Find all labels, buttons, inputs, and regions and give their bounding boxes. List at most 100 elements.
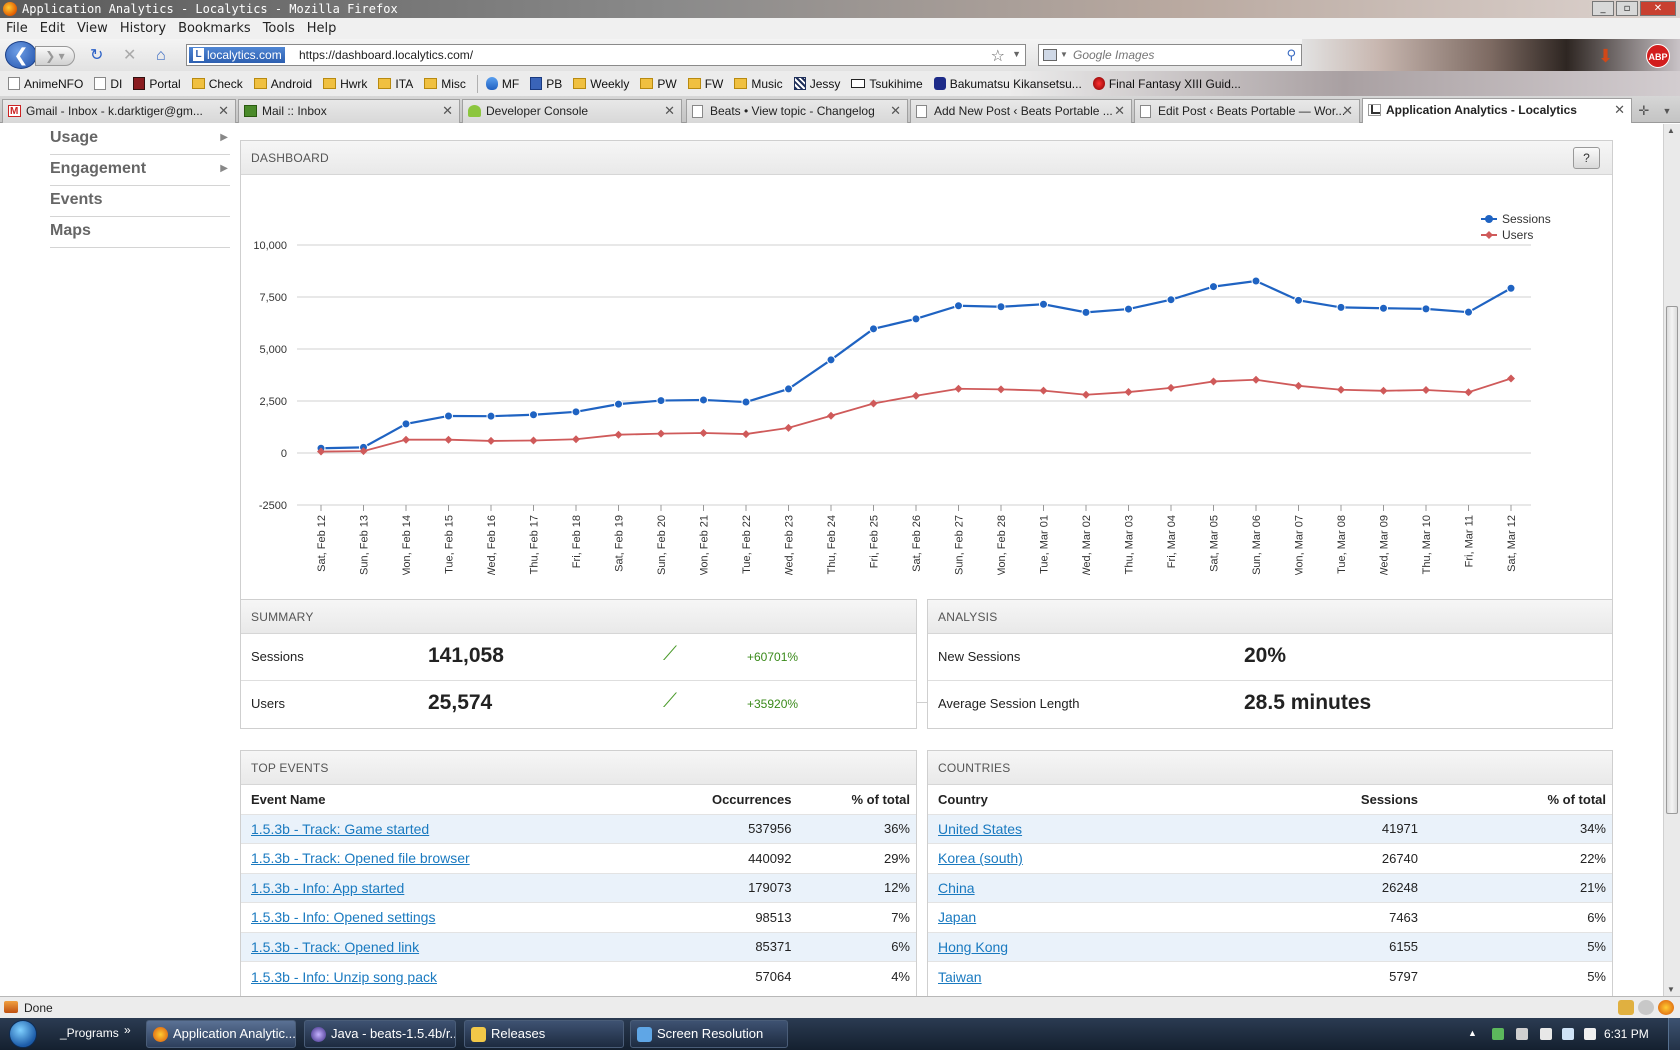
data-point-users[interactable] [1039, 386, 1048, 395]
data-point-users[interactable] [742, 430, 750, 439]
bookmark-item[interactable]: Weekly [573, 77, 629, 91]
scroll-down-icon[interactable]: ▼ [1667, 985, 1675, 994]
data-point-sessions[interactable] [911, 314, 921, 324]
row-link[interactable]: 1.5.3b - Track: Opened file browser [251, 850, 470, 867]
minimize-button[interactable]: _ [1592, 1, 1614, 16]
row-link[interactable]: United States [938, 820, 1023, 837]
data-point-sessions[interactable] [1506, 283, 1516, 293]
row-link[interactable]: 1.5.3b - Info: App started [251, 879, 405, 896]
tab-6[interactable]: Application Analytics - Localytics ✕ [1362, 98, 1632, 123]
back-button[interactable]: ❮ [5, 41, 37, 69]
search-input[interactable] [1073, 47, 1273, 63]
data-point-users[interactable] [1422, 385, 1430, 394]
sidebar-item-usage[interactable]: Usage ▶ [50, 124, 230, 155]
bookmark-item[interactable]: AnimeNFO [8, 77, 83, 91]
maximize-button[interactable]: ▫ [1616, 1, 1638, 16]
bookmark-item[interactable]: Portal [133, 77, 181, 91]
row-link[interactable]: Taiwan [938, 968, 982, 985]
url-text[interactable]: https://dashboard.localytics.com/ [299, 48, 474, 62]
bookmark-item[interactable]: Jessy [793, 77, 840, 91]
data-point-users[interactable] [317, 447, 325, 456]
data-point-sessions[interactable] [401, 419, 411, 429]
data-point-users[interactable] [997, 385, 1005, 394]
column-header[interactable]: % of total [851, 791, 911, 807]
menu-edit[interactable]: Edit [39, 21, 65, 36]
data-point-users[interactable] [1337, 385, 1345, 394]
data-point-users[interactable] [1209, 377, 1218, 386]
data-point-sessions[interactable] [1081, 307, 1091, 317]
close-tab-icon[interactable]: ✕ [1114, 103, 1125, 118]
data-point-sessions[interactable] [1336, 302, 1346, 312]
tab-2[interactable]: Developer Console ✕ [462, 99, 682, 123]
data-point-users[interactable] [614, 430, 623, 439]
data-point-users[interactable] [1082, 390, 1090, 399]
row-link[interactable]: 1.5.3b - Track: Opened link [251, 938, 420, 955]
bookmark-star-icon[interactable]: ☆ [990, 48, 1005, 65]
close-tab-icon[interactable]: ✕ [890, 103, 901, 118]
scroll-up-icon[interactable]: ▲ [1667, 126, 1675, 135]
show-desktop-button[interactable] [1668, 1018, 1680, 1050]
download-addon-icon[interactable]: ⬇ [1598, 46, 1614, 66]
data-point-users[interactable] [487, 436, 495, 445]
taskbar-clock[interactable]: 6:31 PM [1604, 1027, 1649, 1041]
data-point-sessions[interactable] [741, 397, 751, 407]
tab-5[interactable]: Edit Post ‹ Beats Portable — Wor... ✕ [1134, 99, 1360, 123]
menu-history[interactable]: History [119, 21, 167, 36]
lock-status-icon[interactable] [1618, 1000, 1634, 1015]
row-link[interactable]: China [938, 879, 975, 896]
row-link[interactable]: 1.5.3b - Info: Opened settings [251, 909, 436, 926]
close-tab-icon[interactable]: ✕ [218, 103, 229, 118]
data-point-sessions[interactable] [1251, 276, 1261, 286]
data-point-sessions[interactable] [954, 301, 963, 311]
signal-icon[interactable] [1562, 1028, 1574, 1040]
data-point-sessions[interactable] [1166, 295, 1176, 305]
tab-3[interactable]: Beats • View topic - Changelog ✕ [686, 99, 908, 123]
search-engine-icon[interactable] [1043, 49, 1057, 61]
data-point-sessions[interactable] [826, 355, 836, 365]
data-point-users[interactable] [1167, 383, 1175, 392]
data-point-users[interactable] [359, 447, 368, 456]
data-point-users[interactable] [1294, 381, 1303, 390]
firefox-status-icon[interactable] [1658, 1000, 1674, 1015]
bookmark-item[interactable]: MF [485, 77, 519, 91]
network-icon[interactable] [1492, 1028, 1504, 1040]
menu-file[interactable]: File [6, 21, 28, 36]
bookmark-item[interactable]: Misc [424, 77, 466, 91]
data-point-sessions[interactable] [996, 302, 1006, 312]
row-link[interactable]: Korea (south) [938, 850, 1023, 867]
bookmark-item[interactable]: Android [253, 77, 312, 91]
data-point-users[interactable] [1124, 388, 1133, 397]
column-header[interactable]: % of total [1547, 791, 1607, 807]
scrollbar-thumb[interactable] [1666, 306, 1678, 814]
data-point-sessions[interactable] [1039, 299, 1048, 309]
legend-item-sessions[interactable]: Sessions [1481, 212, 1551, 226]
reload-icon[interactable]: ↻ [90, 47, 104, 64]
bookmark-item[interactable]: Bakumatsu Kikansetsu... [933, 77, 1082, 91]
sync-icon[interactable] [1516, 1028, 1528, 1040]
data-point-sessions[interactable] [486, 411, 496, 421]
bookmark-item[interactable]: Music [734, 77, 783, 91]
power-icon[interactable] [1584, 1028, 1596, 1040]
search-bar[interactable]: ▼ ⚲ [1038, 44, 1302, 66]
data-point-users[interactable] [954, 384, 963, 393]
menu-bookmarks[interactable]: Bookmarks [178, 21, 251, 36]
data-point-sessions[interactable] [614, 399, 623, 409]
bookmark-item[interactable]: DI [94, 77, 122, 91]
search-icon[interactable]: ⚲ [1286, 47, 1296, 62]
column-header[interactable]: Event Name [251, 791, 326, 807]
taskbar-button-1[interactable]: Java - beats-1.5.4b/r... [304, 1020, 456, 1048]
start-button[interactable] [3, 1018, 47, 1050]
taskbar-button-2[interactable]: Releases [464, 1020, 624, 1048]
data-point-sessions[interactable] [1379, 303, 1388, 313]
legend-item-users[interactable]: Users [1481, 228, 1533, 242]
bookmark-item[interactable]: Check [191, 77, 243, 91]
taskbar-button-0[interactable]: Application Analytic... [146, 1020, 296, 1048]
page-scrollbar[interactable]: ▲ ▼ [1663, 124, 1680, 996]
volume-icon[interactable] [1540, 1028, 1552, 1040]
close-tab-icon[interactable]: ✕ [1342, 103, 1353, 118]
sidebar-item-events[interactable]: Events [50, 186, 230, 217]
bookmark-item[interactable]: Final Fantasy XIII Guid... [1092, 77, 1241, 91]
toolbar-overflow-icon[interactable]: » [124, 1023, 131, 1037]
data-point-users[interactable] [444, 435, 453, 444]
tab-list-dropdown-icon[interactable]: ▼ [1662, 106, 1672, 116]
